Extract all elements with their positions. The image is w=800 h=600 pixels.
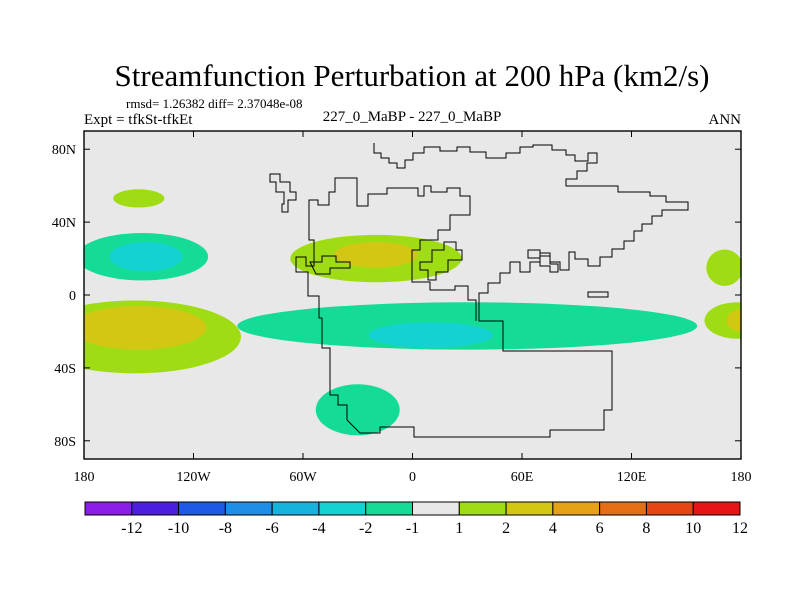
colorbar-label-12: 10 — [685, 520, 701, 537]
x-tick-label-0: 180 — [74, 470, 95, 485]
colorbar-label-5: -2 — [359, 520, 372, 537]
contour-region-9 — [315, 384, 400, 436]
island-outline — [587, 291, 609, 298]
x-tick-label-6: 180 — [731, 470, 752, 485]
colorbar-swatch-4 — [271, 501, 320, 516]
colorbar-label-6: -1 — [406, 520, 419, 537]
contour-region-8 — [368, 322, 493, 348]
colorbar-label-13: 12 — [732, 520, 748, 537]
colorbar-swatch-13 — [692, 501, 741, 516]
x-tick-label-2: 60W — [289, 470, 317, 485]
x-tick-label-5: 120E — [617, 470, 647, 485]
chart-title: Streamfunction Perturbation at 200 hPa (… — [115, 58, 710, 93]
continent-outlines — [269, 143, 689, 438]
contour-region-4 — [84, 305, 207, 350]
mediterranean-outline — [309, 255, 351, 275]
x-tick-label-3: 0 — [409, 470, 416, 485]
colorbar-label-11: 8 — [642, 520, 650, 537]
contour-regions — [84, 189, 741, 436]
colorbar-label-4: -4 — [312, 520, 325, 537]
colorbar: -12 -10 -8 -6 -4 -2 -1 1 2 4 6 8 10 12 — [84, 501, 748, 537]
colorbar-label-0: -12 — [121, 520, 142, 537]
colorbar-label-8: 2 — [502, 520, 510, 537]
contour-region-2 — [109, 242, 183, 272]
scandinavia-outline — [269, 173, 297, 213]
colorbar-swatch-3 — [224, 501, 273, 516]
colorbar-swatch-12 — [645, 501, 694, 516]
colorbar-label-9: 4 — [549, 520, 557, 537]
contour-region-12 — [726, 309, 741, 332]
axis-ticks: 180 120W 60W 0 60E 120E 180 80N 40N 0 40S 80S — [52, 131, 752, 485]
colorbar-swatch-2 — [178, 501, 226, 516]
y-tick-label-3: 40S — [54, 362, 76, 377]
colorbar-label-2: -8 — [219, 520, 232, 537]
arabia-outline — [419, 241, 463, 281]
colorbar-label-3: -6 — [265, 520, 278, 537]
colorbar-swatch-1 — [131, 501, 180, 516]
case-label: 227_0_MaBP - 227_0_MaBP — [323, 109, 502, 125]
contour-region-6 — [334, 242, 418, 268]
colorbar-swatch-5 — [318, 501, 367, 516]
y-tick-label-0: 80N — [52, 143, 76, 158]
eurasia-africa-outline — [295, 143, 689, 438]
colorbar-swatch-10 — [552, 501, 601, 516]
japan-outline — [527, 249, 559, 273]
colorbar-swatch-9 — [505, 501, 554, 516]
stats-label: rmsd= 1.26382 diff= 2.37048e-08 — [126, 96, 303, 111]
colorbar-swatch-11 — [599, 501, 647, 516]
colorbar-swatch-6 — [365, 501, 414, 516]
y-tick-label-2: 0 — [69, 289, 76, 304]
colorbar-swatch-0 — [84, 501, 133, 516]
expt-label: Expt = tfkSt-tfkEt — [84, 112, 193, 128]
colorbar-label-1: -10 — [168, 520, 189, 537]
map-background — [84, 131, 741, 459]
season-label: ANN — [709, 112, 742, 128]
x-tick-label-4: 60E — [511, 470, 534, 485]
colorbar-swatch-8 — [458, 501, 507, 516]
contour-region-11 — [704, 302, 741, 339]
x-tick-label-1: 120W — [176, 470, 211, 485]
y-tick-label-1: 40N — [52, 216, 76, 231]
contour-region-10 — [706, 249, 741, 286]
colorbar-label-7: 1 — [455, 520, 463, 537]
colorbar-swatch-7 — [412, 501, 460, 516]
y-tick-label-4: 80S — [54, 435, 76, 450]
colorbar-label-10: 6 — [596, 520, 604, 537]
contour-region-0 — [113, 189, 165, 208]
